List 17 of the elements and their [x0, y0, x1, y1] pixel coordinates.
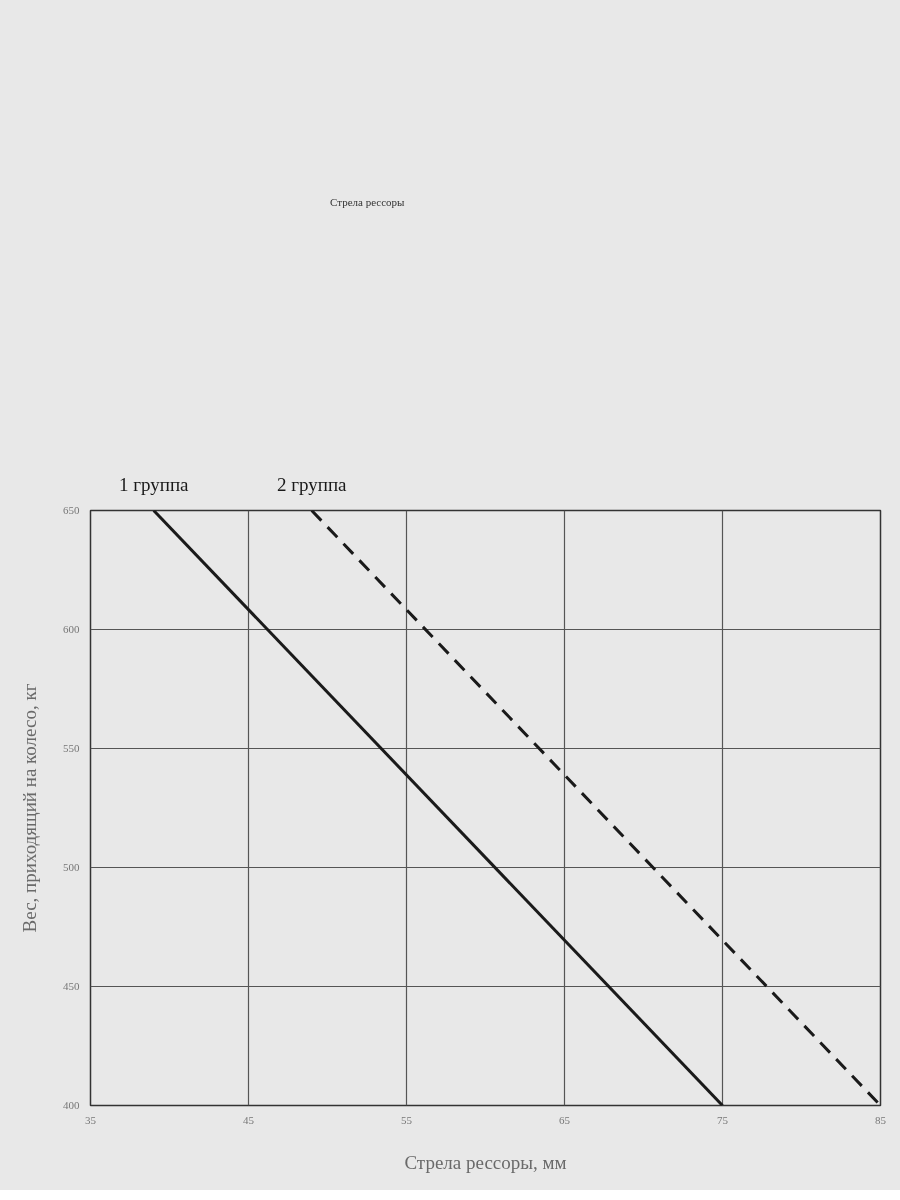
- x-tick-label: 35: [85, 1113, 97, 1126]
- x-tick-label: 75: [717, 1113, 729, 1126]
- x-tick-label: 45: [243, 1113, 255, 1126]
- y-tick-label: 500: [63, 861, 80, 873]
- series-label: 1 группа: [118, 473, 190, 495]
- y-tick-label: 450: [63, 980, 80, 992]
- x-tick-label: 55: [401, 1113, 413, 1126]
- text: Стрела рессоры: [330, 195, 405, 210]
- x-tick-label: 85: [875, 1113, 887, 1126]
- x-tick-label: 65: [559, 1113, 571, 1126]
- y-axis-title: Вес, приходящий на колесо, кг: [19, 683, 40, 933]
- y-tick-label: 550: [63, 742, 80, 754]
- y-tick-label: 600: [63, 623, 80, 635]
- x-axis-title: Стрела рессоры, мм: [404, 1151, 567, 1173]
- series-label: 2 группа: [276, 473, 348, 495]
- y-tick-label: 400: [63, 1099, 80, 1111]
- y-tick-label: 650: [63, 504, 80, 516]
